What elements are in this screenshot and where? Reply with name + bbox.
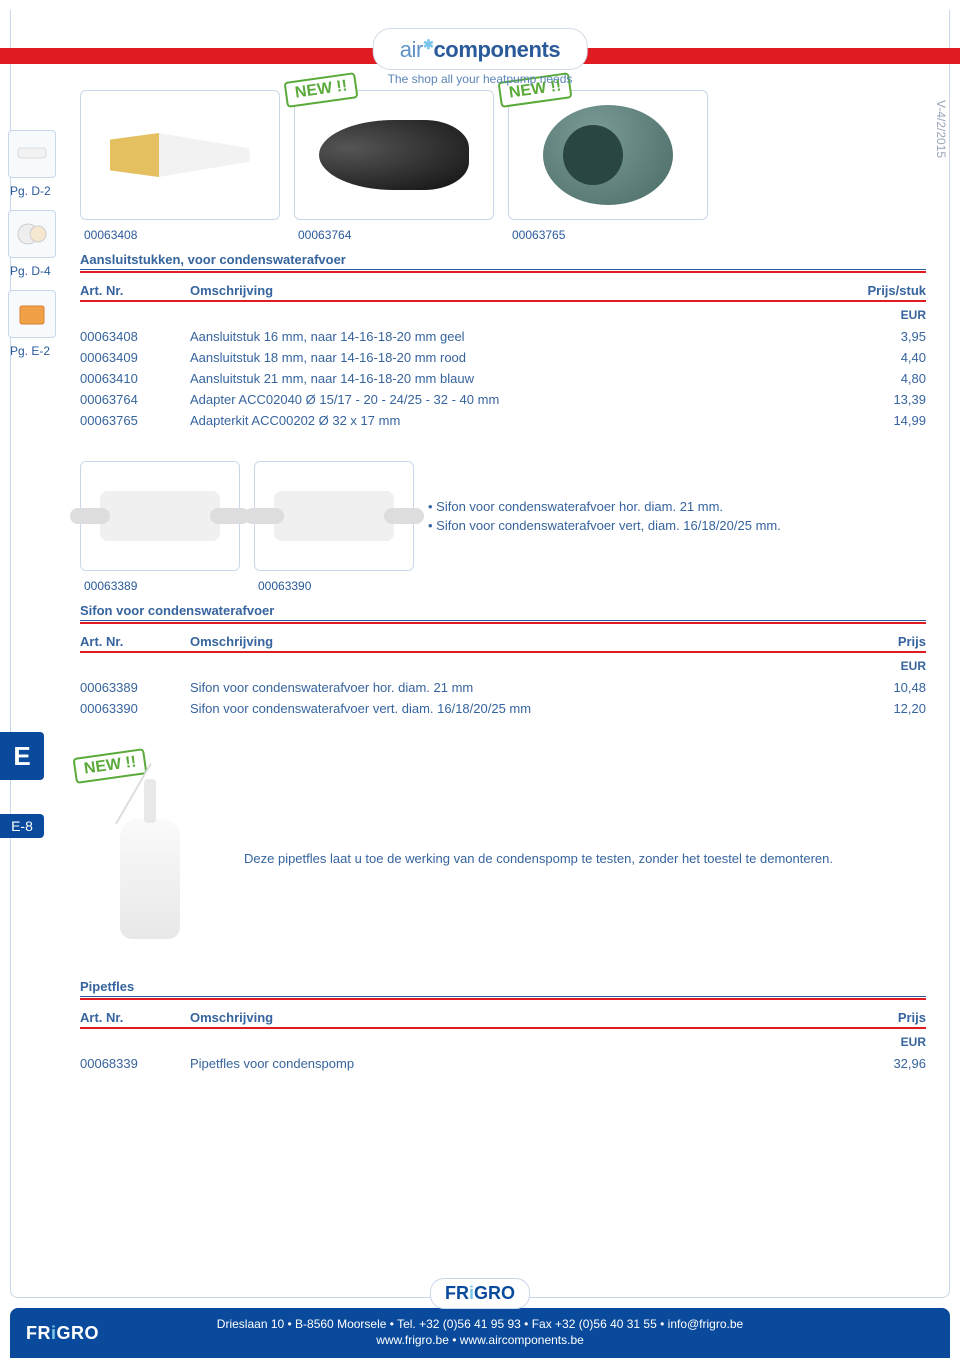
footer-brand-top: FRiGRO (430, 1278, 530, 1309)
product-image: NEW !! (508, 90, 708, 220)
thumb (8, 130, 56, 178)
product-image (254, 461, 414, 571)
product-image (80, 90, 280, 220)
version-side-text: V-4/2/2015 (934, 100, 948, 158)
logo-part1: air (400, 37, 423, 62)
footer-line1: Drieslaan 10 • B-8560 Moorsele • Tel. +3… (217, 1317, 743, 1333)
logo-part2: components (433, 37, 560, 62)
footer-line2: www.frigro.be • www.aircomponents.be (217, 1333, 743, 1349)
section-letter-tab: E (0, 732, 44, 780)
product-image (80, 461, 240, 571)
thumb (8, 290, 56, 338)
product-image: NEW !! (80, 759, 220, 959)
product-image: NEW !! (294, 90, 494, 220)
logo-tagline: The shop all your heatpump needs (373, 72, 588, 86)
page-number-tab: E-8 (0, 814, 44, 838)
footer-brand-left: FRiGRO (26, 1323, 99, 1344)
thumb (8, 210, 56, 258)
page-ref: Pg. D-4 (10, 264, 60, 278)
page-ref: Pg. D-2 (10, 184, 60, 198)
page-ref: Pg. E-2 (10, 344, 60, 358)
product-image-row: NEW !! NEW !! (80, 90, 926, 220)
footer: FRiGRO FRiGRO Drieslaan 10 • B-8560 Moor… (10, 1308, 950, 1358)
logo: air✱components The shop all your heatpum… (373, 28, 588, 86)
